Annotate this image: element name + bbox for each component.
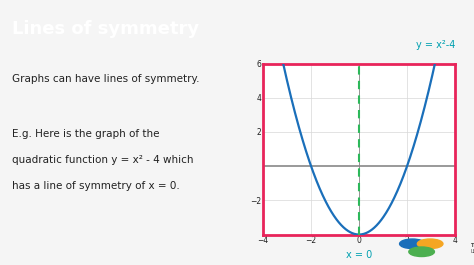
Text: THIRD SPACE: THIRD SPACE xyxy=(471,243,474,248)
Text: Lines of symmetry: Lines of symmetry xyxy=(12,20,199,38)
Text: x = 0: x = 0 xyxy=(346,250,373,260)
Circle shape xyxy=(409,247,434,257)
Text: Graphs can have lines of symmetry.: Graphs can have lines of symmetry. xyxy=(12,74,200,85)
Text: y = x²-4: y = x²-4 xyxy=(416,40,455,50)
Text: has a line of symmetry of x = 0.: has a line of symmetry of x = 0. xyxy=(12,181,180,191)
Text: quadratic function y = x² - 4 which: quadratic function y = x² - 4 which xyxy=(12,155,194,165)
Circle shape xyxy=(400,239,425,249)
Text: LEARNING: LEARNING xyxy=(471,249,474,254)
Circle shape xyxy=(417,239,443,249)
Text: E.g. Here is the graph of the: E.g. Here is the graph of the xyxy=(12,129,160,139)
